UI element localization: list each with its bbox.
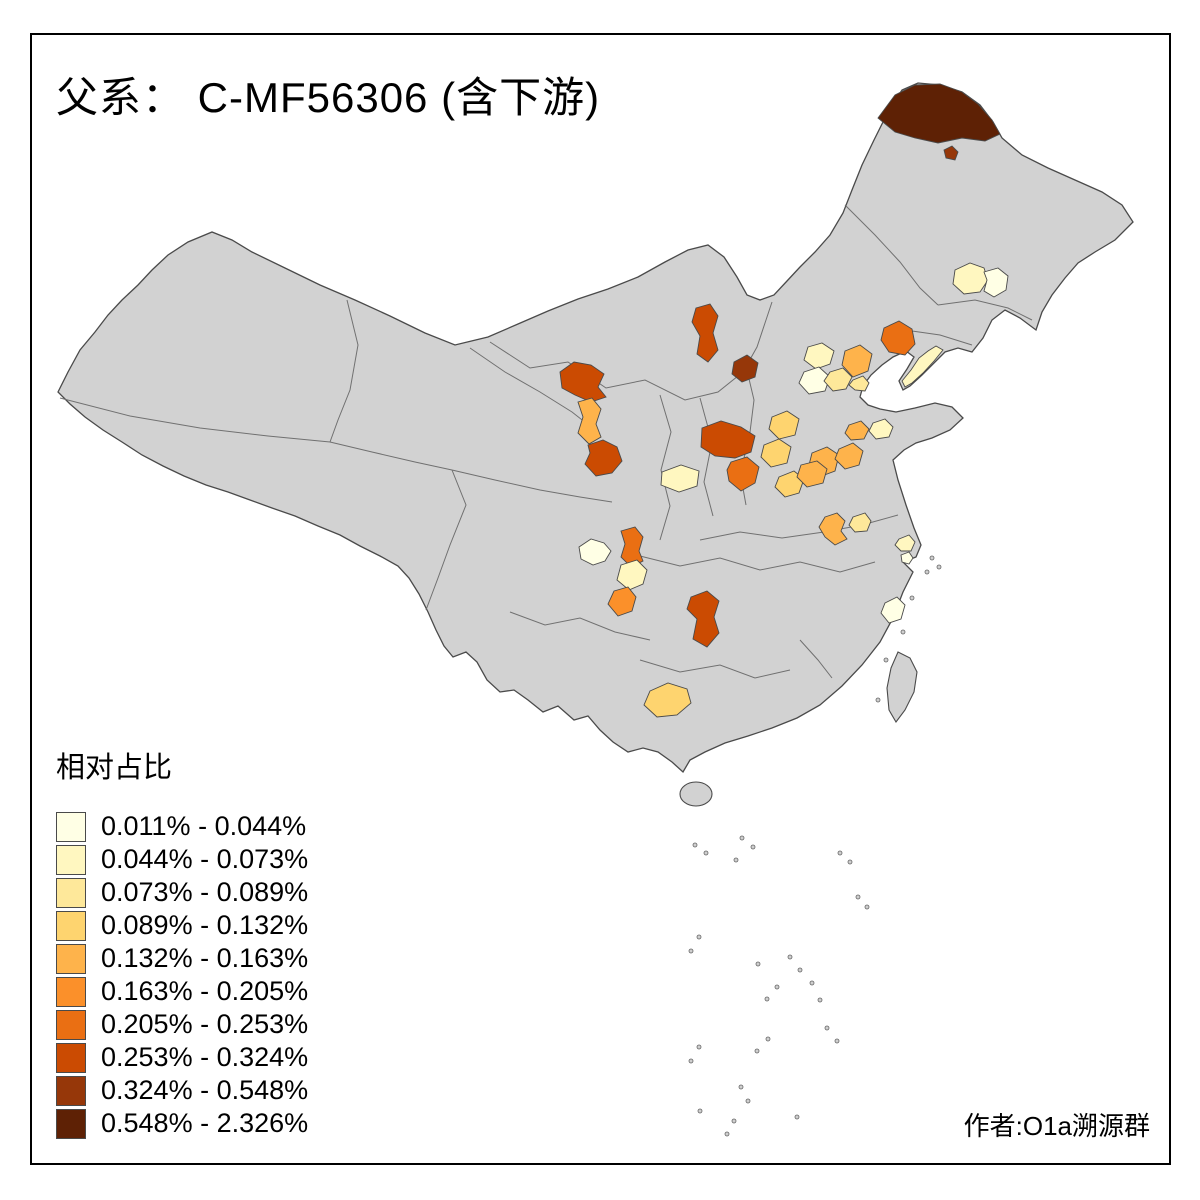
islands-group (679, 651, 918, 807)
legend-swatch (56, 943, 86, 974)
legend-swatch (56, 910, 86, 941)
choropleth-region (943, 145, 959, 161)
choropleth-region (823, 367, 853, 392)
legend-swatch (56, 1108, 86, 1139)
legend-row: 0.089% - 0.132% (56, 909, 308, 942)
legend-label: 0.324% - 0.548% (101, 1075, 309, 1105)
choropleth-region (818, 512, 848, 546)
choropleth-region (901, 345, 944, 388)
legend-swatch (56, 976, 86, 1007)
legend-label: 0.132% - 0.163% (101, 943, 309, 973)
legend: 相对占比 0.011% - 0.044% 0.044% - 0.073% 0.0… (56, 744, 308, 1140)
legend-row: 0.548% - 2.326% (56, 1107, 308, 1140)
choropleth-region (607, 586, 637, 617)
choropleth-region (798, 366, 831, 395)
legend-label: 0.253% - 0.324% (101, 1042, 309, 1072)
choropleth-region (616, 559, 648, 591)
taiwan-island (886, 651, 918, 723)
choropleth-region (686, 590, 720, 648)
choropleth-region (700, 420, 756, 459)
choropleth-region (952, 262, 989, 295)
legend-label: 0.089% - 0.132% (101, 910, 309, 940)
choropleth-region (834, 442, 864, 470)
legend-label: 0.011% - 0.044% (101, 811, 307, 841)
hainan-island (679, 781, 713, 807)
legend-row: 0.011% - 0.044% (56, 810, 308, 843)
plot-title: 父系： C-MF56306 (含下游) (56, 74, 601, 121)
legend-row: 0.132% - 0.163% (56, 942, 308, 975)
choropleth-region (844, 420, 870, 441)
legend-label: 0.205% - 0.253% (101, 1009, 309, 1039)
choropleth-region (760, 438, 792, 468)
legend-label: 0.548% - 2.326% (101, 1108, 309, 1138)
choropleth-region (796, 460, 828, 488)
legend-row: 0.253% - 0.324% (56, 1041, 308, 1074)
legend-swatch (56, 844, 86, 875)
choropleth-region (578, 538, 612, 566)
choropleth-region (877, 83, 1001, 144)
choropleth-region (868, 418, 894, 440)
choropleth-region (620, 526, 644, 568)
legend-label: 0.073% - 0.089% (101, 877, 309, 907)
choropleth-regions (559, 83, 1009, 718)
choropleth-region (768, 410, 800, 440)
choropleth-region (731, 354, 759, 383)
choropleth-region (726, 456, 760, 492)
choropleth-region (880, 596, 906, 624)
choropleth-region (577, 397, 602, 445)
choropleth-region (660, 464, 700, 493)
choropleth-region (848, 512, 872, 533)
legend-swatch (56, 1009, 86, 1040)
legend-row: 0.073% - 0.089% (56, 876, 308, 909)
choropleth-region (900, 551, 914, 565)
attribution: 作者:O1a溯源群 (963, 1111, 1150, 1141)
legend-swatch (56, 877, 86, 908)
legend-label: 0.044% - 0.073% (101, 844, 309, 874)
sea-islands (688, 555, 942, 1137)
choropleth-region (848, 375, 870, 392)
choropleth-region (559, 361, 607, 403)
choropleth-region (691, 303, 719, 363)
choropleth-region (643, 682, 692, 718)
legend-label: 0.163% - 0.205% (101, 976, 309, 1006)
choropleth-region (841, 344, 873, 378)
choropleth-region (584, 439, 623, 477)
legend-row: 0.324% - 0.548% (56, 1074, 308, 1107)
legend-title: 相对占比 (56, 752, 173, 784)
legend-swatch (56, 811, 86, 842)
choropleth-region (983, 267, 1009, 298)
choropleth-region (894, 534, 916, 552)
choropleth-region (774, 470, 805, 498)
legend-swatch (56, 1042, 86, 1073)
legend-swatch (56, 1075, 86, 1106)
legend-row: 0.205% - 0.253% (56, 1008, 308, 1041)
legend-row: 0.163% - 0.205% (56, 975, 308, 1008)
choropleth-region (880, 320, 916, 356)
choropleth-region (803, 342, 835, 370)
legend-row: 0.044% - 0.073% (56, 843, 308, 876)
